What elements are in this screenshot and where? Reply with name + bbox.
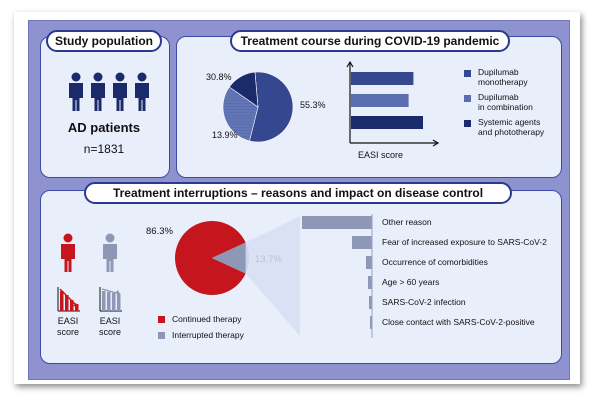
easi-right-line2: score — [98, 327, 121, 337]
reason-label: Close contact with SARS-CoV-2-positive — [382, 317, 535, 327]
easi-decrease-icon-red — [57, 287, 80, 312]
legend-item: Dupilumab monotherapy — [478, 67, 528, 87]
reason-bar — [366, 256, 372, 269]
bar-dupilumab-monotherapy — [351, 72, 414, 85]
study-population-panel — [40, 36, 170, 178]
person-icon — [69, 72, 83, 111]
reason-label: Occurrence of comorbidities — [382, 257, 488, 267]
ad-patients-label: AD patients — [67, 120, 141, 135]
reason-bar — [369, 296, 372, 309]
pie-slice-dupilumab-monotherapy — [249, 71, 294, 143]
pie-slice-systemic-phototherapy — [228, 71, 259, 108]
reason-label: Age > 60 years — [382, 277, 440, 287]
easi-right-label: EASI score — [96, 316, 124, 338]
treatment-course-title: Treatment course during COVID-19 pandemi… — [230, 30, 510, 52]
pie-slice-continued — [175, 221, 246, 295]
pie-data-label: 30.8% — [206, 72, 232, 82]
breakdown-connector — [245, 216, 300, 336]
bar-systemic-phototherapy — [351, 116, 423, 129]
pie-data-label-continued: 86.3% — [146, 226, 173, 237]
easi-right-line1: EASI — [99, 316, 121, 326]
legend-label: Interrupted therapy — [172, 330, 244, 340]
reason-label: SARS-CoV-2 infection — [382, 297, 466, 307]
legend-label-line1: Dupilumab — [478, 92, 519, 102]
easi-score-label: EASI score — [358, 150, 404, 160]
y-axis-arrow — [346, 60, 354, 68]
easi-left-label: EASI score — [54, 316, 82, 338]
legend-label: Continued therapy — [172, 314, 242, 324]
legend-label-line2: monotherapy — [478, 77, 528, 87]
pie-data-label: 55.3% — [300, 100, 326, 110]
legend-label-line1: Systemic agents — [478, 117, 541, 127]
legend-label-line2: and phototherapy — [478, 127, 545, 137]
legend-swatch — [464, 120, 471, 127]
person-icon-gray — [103, 233, 117, 272]
person-icon-red — [61, 233, 75, 272]
legend-swatch — [158, 316, 165, 323]
bar-dupilumab-combination — [351, 94, 409, 107]
study-population-title: Study population — [46, 30, 162, 52]
pie-slice-interrupted — [212, 242, 250, 274]
easi-left-line2: score — [56, 327, 79, 337]
legend-swatch — [158, 332, 165, 339]
legend-item: Systemic agents and phototherapy — [478, 117, 544, 137]
reason-bar — [352, 236, 372, 249]
easi-left-line1: EASI — [57, 316, 79, 326]
interruptions-title: Treatment interruptions – reasons and im… — [84, 182, 512, 204]
x-axis-arrow — [432, 139, 440, 147]
reason-bar — [368, 276, 372, 289]
legend-swatch — [464, 70, 471, 77]
legend-label-line2: in combination — [478, 102, 533, 112]
pie-data-label: 13.9% — [212, 130, 238, 140]
interruptions-panel — [40, 190, 562, 364]
reason-label: Fear of increased exposure to SARS-CoV-2 — [382, 237, 547, 247]
person-icon — [113, 72, 127, 111]
legend-label-line1: Dupilumab — [478, 67, 519, 77]
person-icon — [91, 72, 105, 111]
easi-stable-icon-gray — [99, 287, 122, 312]
legend-item: Dupilumab in combination — [478, 92, 533, 112]
person-icon — [135, 72, 149, 111]
patient-count: n=1831 — [83, 142, 125, 156]
reason-bar — [370, 316, 372, 329]
reason-bar — [302, 216, 372, 229]
reason-label: Other reason — [382, 217, 432, 227]
legend-swatch — [464, 95, 471, 102]
